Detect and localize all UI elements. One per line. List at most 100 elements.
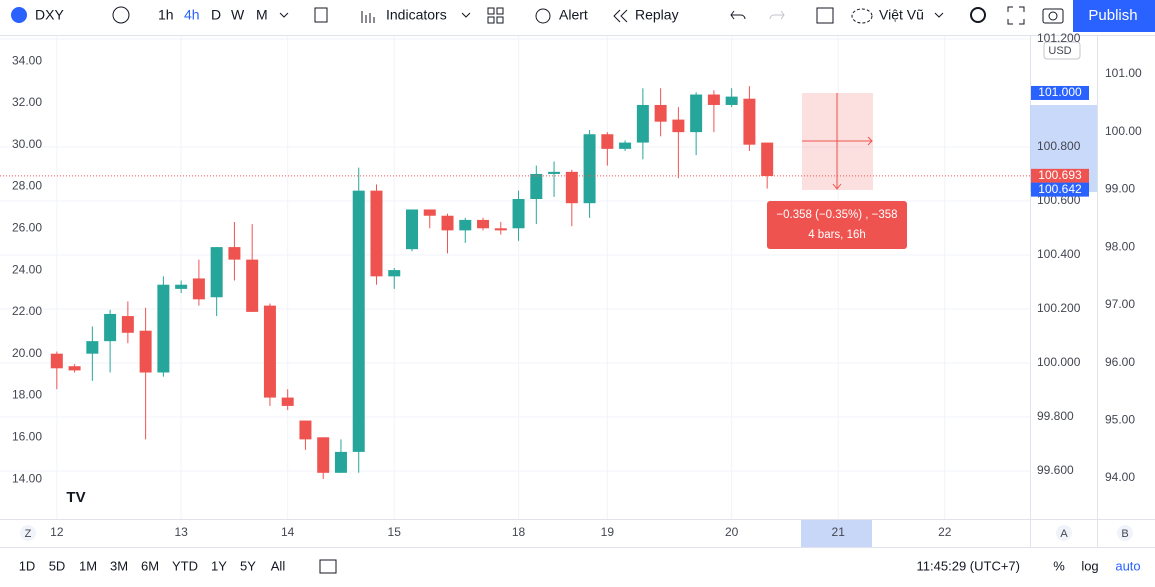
interval[interactable]: D — [211, 7, 221, 23]
shape-icon[interactable] — [816, 7, 834, 24]
redo[interactable] — [769, 10, 785, 20]
add-icon[interactable] — [112, 6, 130, 24]
candle-body — [175, 284, 188, 289]
candle-body — [690, 94, 703, 133]
range-button[interactable]: All — [271, 558, 286, 573]
undo[interactable] — [730, 10, 746, 20]
symbol[interactable]: DXY — [35, 7, 64, 23]
fullscreen-icon[interactable] — [1007, 6, 1025, 25]
y2-tick-label: 99.800 — [1037, 409, 1074, 423]
y-tick-label: 18.00 — [12, 388, 42, 402]
y3-tick-label: 95.00 — [1105, 412, 1135, 426]
cloud-icon — [851, 8, 873, 24]
corner-button[interactable] — [1056, 525, 1072, 541]
price-tag-label: 101.000 — [1038, 85, 1082, 99]
chevron[interactable] — [934, 12, 944, 18]
candle-body — [761, 142, 774, 177]
candle-body — [281, 397, 294, 406]
templates-icon[interactable] — [487, 7, 504, 24]
indicators-button[interactable]: Indicators — [386, 7, 447, 23]
y-tick-label: 30.00 — [12, 137, 42, 151]
indicators-icon — [361, 11, 375, 23]
candle-body — [459, 219, 472, 231]
range-button[interactable]: 5D — [49, 558, 66, 573]
layout-name[interactable]: Việt Vũ — [879, 7, 924, 23]
interval[interactable]: 1h — [158, 7, 174, 23]
candle-body — [352, 190, 365, 452]
range-button[interactable]: 1M — [79, 558, 97, 573]
candle-body — [263, 305, 276, 398]
candle-body — [672, 119, 685, 133]
measure-span: 4 bars, 16h — [808, 229, 866, 241]
alert-button[interactable]: Alert — [559, 7, 588, 23]
candle-body — [157, 284, 170, 373]
range-button[interactable]: 1D — [19, 558, 36, 573]
y3-tick-label: 96.00 — [1105, 355, 1135, 369]
range-button[interactable]: 1Y — [211, 558, 227, 573]
plot — [0, 36, 1030, 519]
candle-body — [477, 219, 490, 229]
y-tick-label: 32.00 — [12, 95, 42, 109]
currency[interactable]: USD — [1048, 45, 1071, 57]
publish-button[interactable]: Publish — [1088, 7, 1137, 24]
date-range-icon[interactable] — [319, 559, 337, 574]
y3-tick-label: 94.00 — [1105, 470, 1135, 484]
chevron[interactable] — [461, 12, 471, 18]
candle-body — [228, 247, 241, 260]
range-button[interactable]: YTD — [172, 558, 198, 573]
interval[interactable]: W — [231, 7, 245, 23]
price-tag-label: 100.693 — [1038, 168, 1082, 182]
y-tick-label: 14.00 — [12, 471, 42, 485]
publish-bg[interactable] — [1073, 0, 1155, 32]
candle-body — [104, 313, 117, 342]
auto-toggle[interactable]: auto — [1115, 558, 1140, 573]
clock[interactable]: 11:45:29 (UTC+7) — [917, 558, 1020, 573]
y3-tick-label: 97.00 — [1105, 297, 1135, 311]
corner-label[interactable]: A — [1060, 528, 1068, 540]
corner-label[interactable]: Z — [25, 528, 32, 540]
corner-button[interactable] — [20, 525, 36, 541]
candle-body — [707, 94, 720, 105]
chevron[interactable] — [279, 12, 289, 18]
replay-icon — [613, 9, 628, 23]
y-tick-label: 16.00 — [12, 429, 42, 443]
interval[interactable]: 4h — [184, 7, 200, 23]
settings-icon[interactable] — [970, 7, 986, 23]
range-button[interactable]: 3M — [110, 558, 128, 573]
candle-icon[interactable] — [314, 7, 328, 23]
currency-box[interactable] — [1043, 41, 1081, 60]
range-button[interactable]: 6M — [141, 558, 159, 573]
candle-body — [743, 98, 756, 145]
x-tick-label: 20 — [725, 525, 739, 539]
y2-tick-label: 100.600 — [1037, 193, 1081, 207]
candle-body — [334, 451, 347, 473]
candle-body — [423, 209, 436, 216]
alert-icon — [535, 8, 551, 24]
candle-body — [50, 353, 63, 369]
interval[interactable]: M — [256, 7, 268, 23]
candle-body — [317, 437, 330, 473]
y-tick-label: 20.00 — [12, 346, 42, 360]
corner-button[interactable] — [1117, 525, 1133, 541]
range-button[interactable]: 5Y — [240, 558, 256, 573]
candle-body — [441, 215, 454, 231]
x-tick-label: 12 — [50, 525, 64, 539]
candle-body — [406, 209, 418, 250]
x-tick-label: 13 — [174, 525, 188, 539]
measure-change: −0.358 (−0.35%) , −358 — [776, 209, 897, 221]
candle-body — [68, 366, 81, 371]
y-tick-label: 22.00 — [12, 304, 42, 318]
x-tick-label: 21 — [832, 525, 846, 539]
y2-tick-label: 101.200 — [1037, 31, 1081, 45]
y2-tick-label: 100.800 — [1037, 139, 1081, 153]
corner-label[interactable]: B — [1121, 528, 1128, 540]
log-toggle[interactable]: log — [1081, 558, 1098, 573]
y3-tick-label: 101.00 — [1105, 66, 1142, 80]
candle-body — [636, 104, 649, 143]
replay-button[interactable]: Replay — [635, 7, 679, 23]
percent-toggle[interactable]: % — [1053, 558, 1065, 573]
candle-body — [565, 171, 578, 204]
camera-icon[interactable] — [1042, 8, 1064, 24]
